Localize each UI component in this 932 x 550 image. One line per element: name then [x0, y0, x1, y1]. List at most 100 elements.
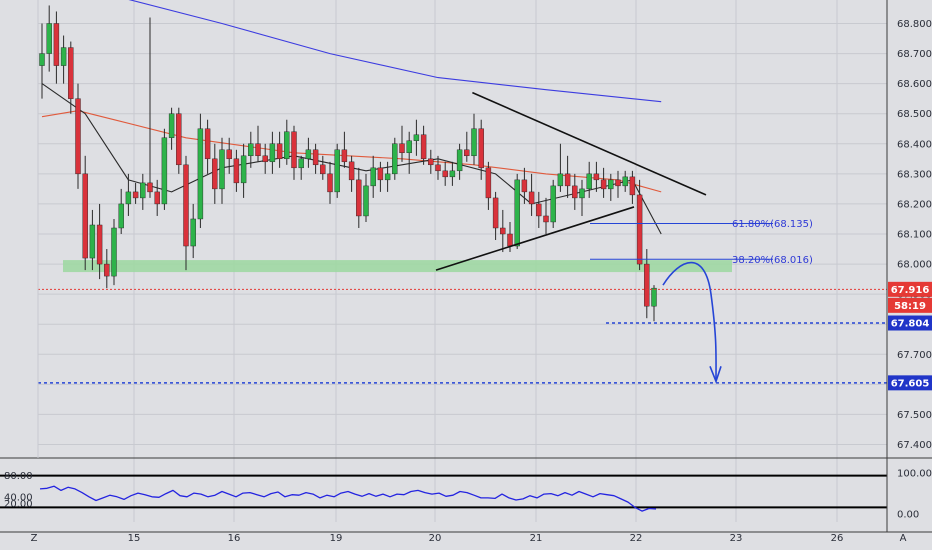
- candle-body: [586, 173, 592, 190]
- candle-body: [629, 176, 636, 196]
- y-tick-label: 68.000: [897, 260, 932, 271]
- candle-body: [140, 182, 146, 199]
- y-tick-label: 68.500: [897, 109, 932, 120]
- price-tag-label: 67.605: [891, 378, 930, 389]
- candle-body: [572, 185, 578, 199]
- y-tick-label: 68.700: [897, 49, 932, 60]
- candle-body: [284, 131, 290, 160]
- candle-body: [39, 53, 45, 66]
- candle-body: [291, 131, 297, 169]
- candle-body: [320, 164, 326, 175]
- price-tag-label: 67.916: [891, 285, 930, 296]
- candle-body: [593, 173, 600, 181]
- candle-body: [600, 179, 607, 190]
- candles: [39, 5, 657, 322]
- x-tick-label: 15: [128, 533, 141, 544]
- rsi-left-label: 80.00: [4, 471, 33, 482]
- candle-body: [456, 149, 463, 172]
- moving-average-line: [128, 0, 662, 103]
- candle-body: [435, 164, 441, 172]
- y-tick-label: 67.700: [897, 350, 932, 361]
- candle-body: [176, 113, 182, 166]
- candle-body: [248, 143, 254, 157]
- candle-body: [413, 134, 420, 141]
- candle-body: [104, 263, 110, 277]
- rsi-left-label: 40.00: [4, 492, 33, 503]
- price-tag-label: 67.804: [891, 319, 930, 330]
- candle-body: [471, 128, 477, 157]
- candle-body: [68, 47, 74, 99]
- x-tick-label: 21: [530, 533, 543, 544]
- price-tag: [888, 297, 932, 313]
- candle-body: [46, 23, 52, 54]
- candle-body: [370, 167, 376, 187]
- candle-body: [528, 191, 535, 205]
- price-tag: [888, 281, 932, 297]
- y-tick-label: 67.400: [897, 440, 932, 451]
- candle-body: [262, 155, 268, 163]
- candle-body: [341, 149, 348, 163]
- x-tick-label: 19: [330, 533, 343, 544]
- x-tick-label: 16: [228, 533, 241, 544]
- candle-body: [363, 185, 369, 217]
- rsi-right-label: 100.00: [897, 469, 932, 480]
- y-tick-label: 68.800: [897, 19, 932, 30]
- candle-body: [521, 179, 528, 193]
- drawings: 61.80%(68.135) 38.20%(68.016): [38, 91, 887, 384]
- candle-body: [356, 179, 362, 217]
- candle-body: [636, 194, 643, 265]
- candle-body: [507, 233, 513, 247]
- support-zone: [63, 260, 732, 273]
- candle-body: [622, 176, 628, 187]
- triangle-upper-line: [472, 91, 707, 196]
- y-tick-label: 68.300: [897, 169, 932, 180]
- candle-body: [276, 143, 283, 160]
- candle-body: [183, 164, 189, 247]
- y-tick-label: 68.400: [897, 139, 932, 150]
- candle-body: [579, 188, 585, 199]
- candle-body: [125, 191, 132, 205]
- candle-body: [168, 113, 175, 138]
- candle-body: [298, 158, 304, 169]
- rsi-line: [39, 485, 657, 512]
- candle-body: [132, 191, 139, 199]
- candle-body: [111, 227, 117, 277]
- candle-body: [644, 263, 650, 307]
- candle-body: [75, 98, 81, 175]
- candle-body: [543, 215, 549, 223]
- candle-body: [305, 149, 312, 160]
- candle-body: [550, 185, 556, 223]
- candle-body: [197, 128, 204, 220]
- candle-body: [651, 287, 657, 307]
- candle-body: [399, 143, 405, 154]
- candle-body: [60, 47, 67, 66]
- x-tick-label: 23: [730, 533, 743, 544]
- candle-body: [53, 23, 60, 66]
- x-corner-label: Z: [31, 533, 38, 544]
- candle-body: [255, 143, 261, 157]
- x-corner-label: A: [900, 533, 907, 544]
- candle-body: [492, 197, 499, 229]
- candle-body: [82, 173, 88, 259]
- candle-body: [615, 179, 621, 187]
- candle-body: [233, 158, 240, 184]
- y-tick-label: 68.100: [897, 230, 932, 241]
- triangle-lower-line: [435, 206, 635, 271]
- rsi-left-label: 20.00: [4, 499, 33, 510]
- candle-body: [420, 134, 427, 160]
- candle-body: [118, 203, 124, 229]
- candle-body: [464, 149, 470, 157]
- candle-body: [312, 149, 319, 166]
- candle-body: [377, 167, 384, 181]
- y-tick-label: 68.600: [897, 79, 932, 90]
- candle-body: [147, 182, 153, 193]
- candle-body: [500, 227, 506, 235]
- candle-body: [392, 143, 398, 175]
- candle-body: [478, 128, 484, 169]
- candle-body: [384, 173, 391, 181]
